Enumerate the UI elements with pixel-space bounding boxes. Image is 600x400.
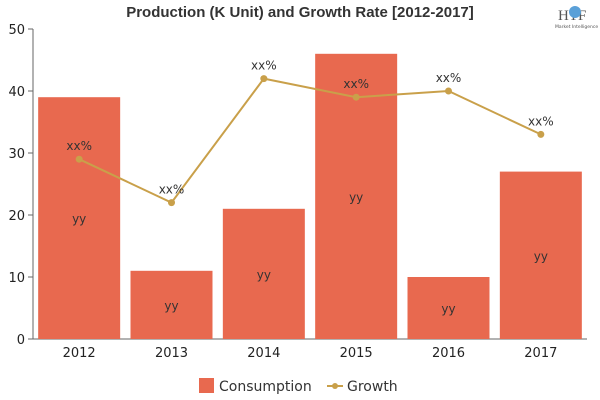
growth-point-2012 [75, 155, 83, 163]
chart-title: Production (K Unit) and Growth Rate [201… [126, 4, 474, 21]
x-tick-label: 2014 [247, 346, 280, 361]
growth-point-2013 [168, 199, 175, 207]
bar-2016 [407, 277, 490, 339]
y-tick-label: 40 [8, 85, 25, 100]
y-tick-label: 30 [8, 147, 25, 162]
bar-label: yy [349, 190, 363, 204]
legend: Consumption Growth [199, 378, 398, 395]
growth-label: xx% [343, 77, 369, 91]
logo-globe-icon [569, 6, 581, 18]
bar-label: yy [441, 302, 455, 316]
bar-2015 [315, 53, 398, 340]
x-tick-label: 2015 [340, 346, 373, 361]
bar-label: yy [257, 268, 271, 282]
growth-label: xx% [159, 183, 185, 197]
growth-label: xx% [528, 114, 554, 128]
growth-label: xx% [66, 139, 92, 153]
bar-label: yy [72, 212, 86, 226]
growth-point-2014 [260, 75, 268, 83]
bar-2017 [499, 171, 582, 339]
growth-point-2015 [352, 93, 360, 101]
htf-logo: HTF Market Intelligence [555, 6, 598, 30]
legend-marker-growth [332, 383, 338, 389]
x-tick-label: 2016 [432, 346, 465, 361]
growth-point-2016 [445, 87, 452, 95]
logo-subtext: Market Intelligence [555, 24, 598, 30]
bar-label: yy [534, 249, 548, 263]
growth-point-2017 [537, 130, 545, 138]
bar-2013 [130, 270, 213, 339]
legend-label-growth: Growth [347, 379, 398, 395]
bar-2012 [38, 97, 121, 339]
growth-label: xx% [251, 59, 277, 73]
x-tick-label: 2013 [155, 346, 188, 361]
x-tick-label: 2017 [524, 346, 557, 361]
y-tick-label: 20 [8, 209, 25, 224]
bar-label: yy [164, 299, 178, 313]
legend-label-consumption: Consumption [219, 379, 312, 395]
growth-label: xx% [436, 71, 462, 85]
legend-swatch-consumption [199, 378, 214, 393]
x-tick-label: 2012 [63, 346, 96, 361]
growth-line [78, 77, 542, 204]
y-tick-label: 50 [8, 23, 25, 38]
y-tick-label: 0 [17, 333, 25, 348]
y-tick-label: 10 [8, 271, 25, 286]
bar-2014 [222, 208, 305, 339]
